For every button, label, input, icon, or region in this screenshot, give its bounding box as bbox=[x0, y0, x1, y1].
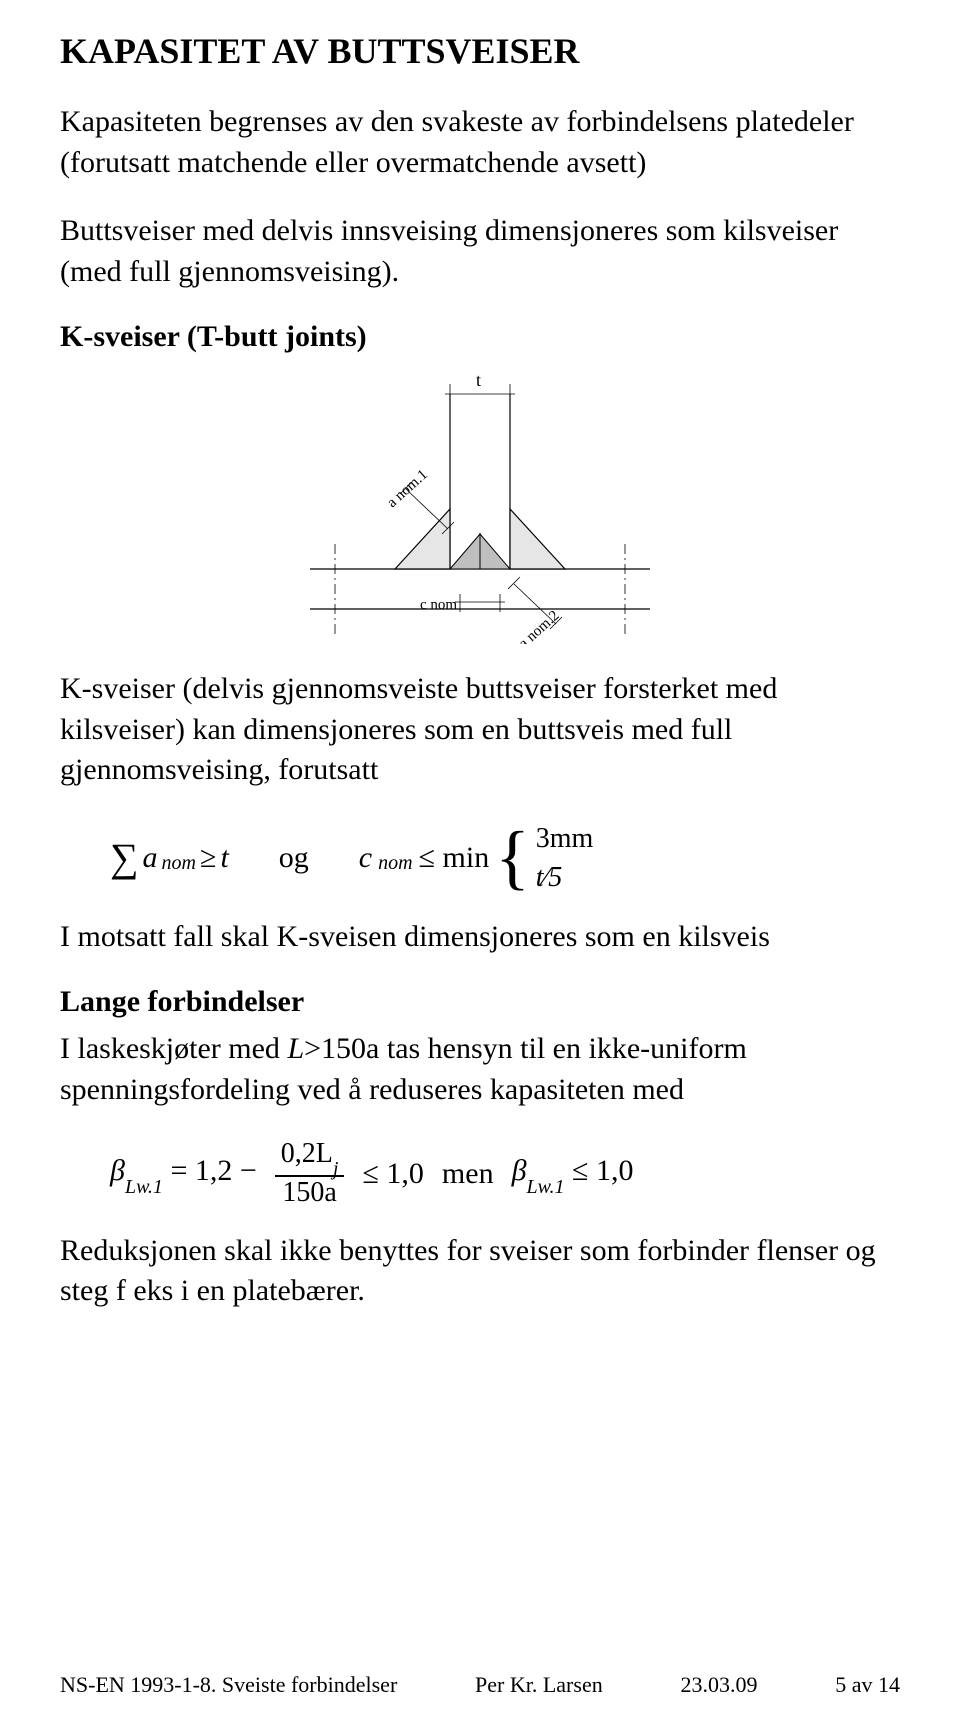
fraction: 0,2Lj 150a bbox=[275, 1138, 345, 1209]
beta-2: β bbox=[512, 1154, 527, 1187]
le-2: ≤ 1,0 bbox=[572, 1154, 633, 1187]
sub-lw1-a: Lw.1 bbox=[125, 1176, 163, 1198]
paragraph-1: Kapasiteten begrenses av den svakeste av… bbox=[60, 102, 900, 183]
sigma-symbol: ∑ bbox=[110, 838, 139, 878]
var-a: a bbox=[143, 841, 158, 875]
footer-mid: Per Kr. Larsen bbox=[475, 1672, 603, 1698]
k-sveiser-diagram: t a nom.1 a nom.2 c nom bbox=[60, 364, 900, 644]
footer-page: 5 av 14 bbox=[835, 1672, 900, 1698]
var-t: t bbox=[220, 841, 228, 875]
subheading-k-sveiser: K-sveiser (T-butt joints) bbox=[60, 320, 900, 354]
paragraph-4: I motsatt fall skal K-sveisen dimensjone… bbox=[60, 917, 900, 958]
label-anom1: a nom.1 bbox=[384, 467, 431, 511]
subheading-lange: Lange forbindelser bbox=[60, 985, 900, 1019]
le-1: ≤ 1,0 bbox=[362, 1157, 423, 1191]
men-word: men bbox=[442, 1157, 494, 1191]
conj-og: og bbox=[279, 841, 309, 875]
label-t: t bbox=[476, 370, 481, 390]
opt-3mm: 3mm bbox=[536, 819, 594, 858]
label-cnom: c nom bbox=[420, 597, 457, 613]
sum-anom: ∑ anom ≥ t bbox=[110, 838, 229, 878]
label-anom2: a nom.2 bbox=[516, 608, 563, 644]
eq-part: = 1,2 − bbox=[170, 1154, 256, 1187]
sub-lw1-b: Lw.1 bbox=[527, 1176, 565, 1198]
formula-beta: βLw.1 = 1,2 − 0,2Lj 150a ≤ 1,0 men βLw.1… bbox=[110, 1138, 900, 1209]
var-c: c bbox=[359, 841, 372, 875]
geq-op: ≥ bbox=[200, 841, 216, 875]
sub-nom-2: nom bbox=[378, 852, 412, 875]
footer-date: 23.03.09 bbox=[680, 1672, 757, 1698]
formula-condition: ∑ anom ≥ t og cnom ≤ min { 3mm t⁄5 bbox=[110, 819, 900, 897]
beta-1: β bbox=[110, 1154, 125, 1187]
sub-nom-1: nom bbox=[162, 852, 196, 875]
opt-t5: t⁄5 bbox=[536, 858, 594, 897]
page-footer: NS-EN 1993-1-8. Sveiste forbindelser Per… bbox=[60, 1672, 900, 1698]
page-title: KAPASITET AV BUTTSVEISER bbox=[60, 30, 900, 72]
min-options: 3mm t⁄5 bbox=[536, 819, 594, 897]
paragraph-3: K-sveiser (delvis gjennomsveiste buttsve… bbox=[60, 669, 900, 791]
paragraph-5: I laskeskjøter med L>150a tas hensyn til… bbox=[60, 1029, 900, 1110]
cnom-min: cnom ≤ min { 3mm t⁄5 bbox=[359, 819, 594, 897]
footer-left: NS-EN 1993-1-8. Sveiste forbindelser bbox=[60, 1672, 397, 1698]
paragraph-2: Buttsveiser med delvis innsveising dimen… bbox=[60, 211, 900, 292]
paragraph-6: Reduksjonen skal ikke benyttes for sveis… bbox=[60, 1231, 900, 1312]
diagram-svg: t a nom.1 a nom.2 c nom bbox=[300, 364, 660, 644]
leq-min: ≤ min bbox=[419, 841, 490, 875]
left-brace: { bbox=[495, 825, 530, 890]
